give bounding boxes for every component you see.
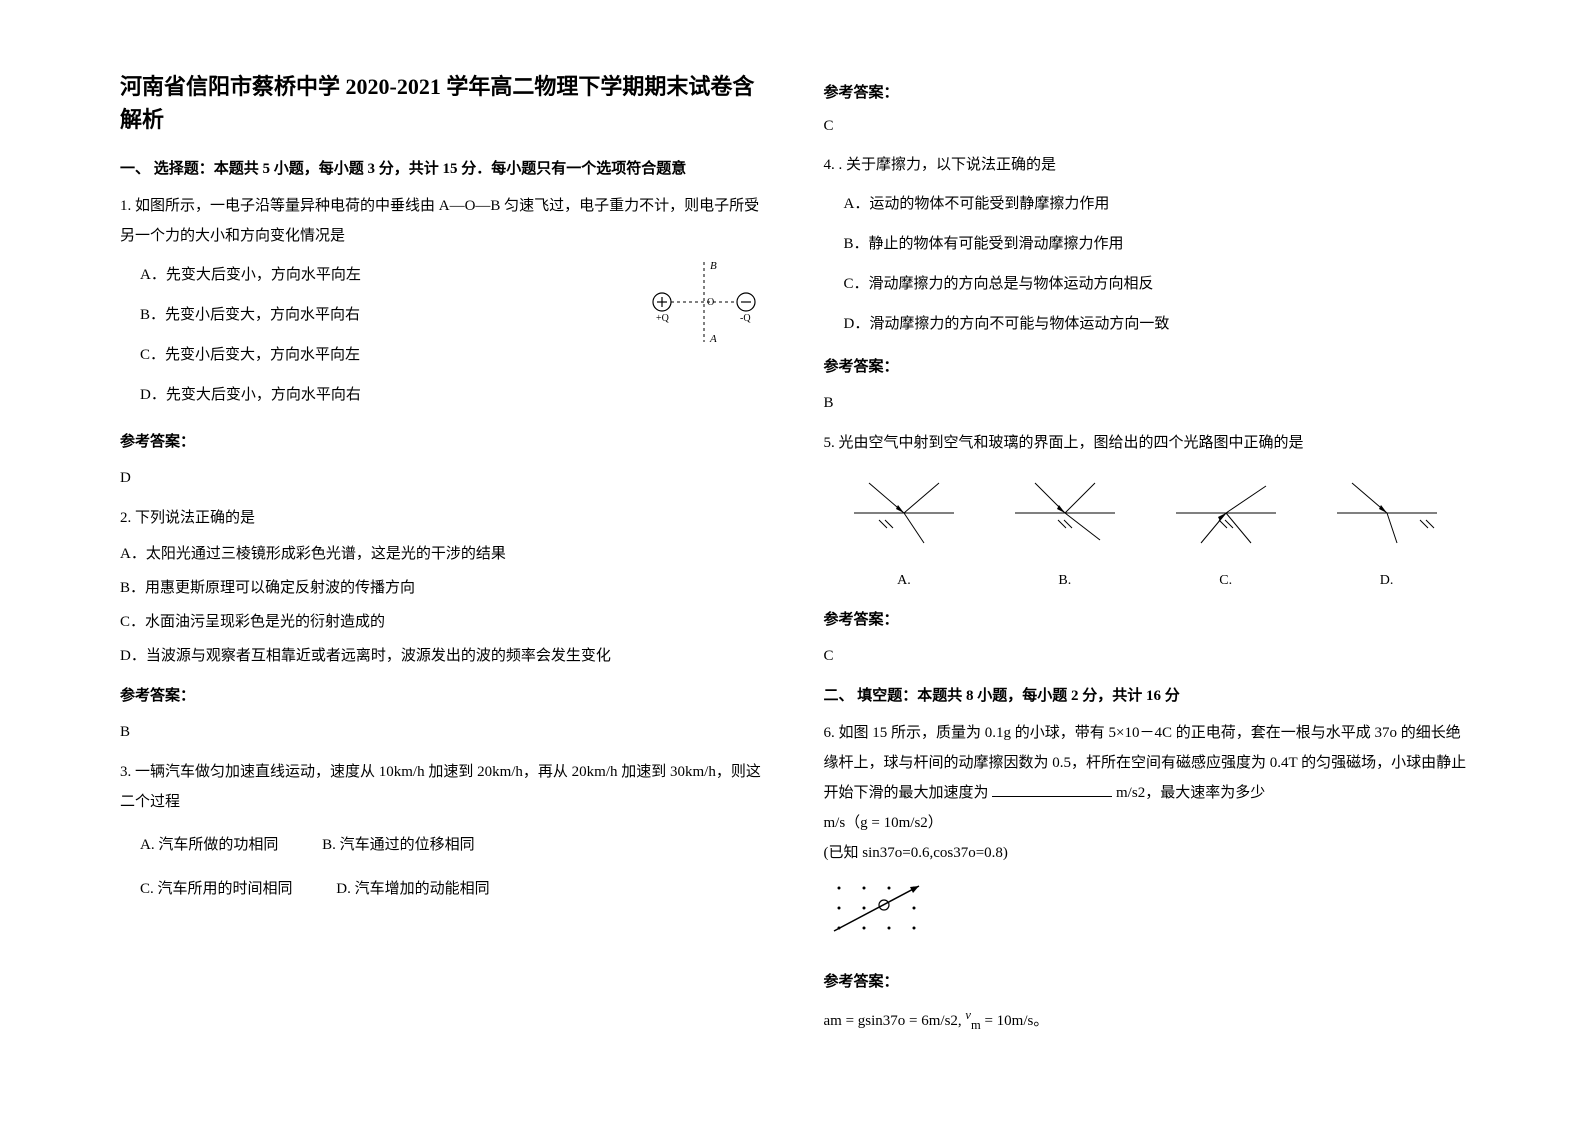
- q3-option-b: B. 汽车通过的位移相同: [322, 827, 475, 863]
- q2-answer: B: [120, 717, 764, 747]
- q5-label-c: C.: [1145, 567, 1306, 595]
- question-5: 5. 光由空气中射到空气和玻璃的界面上，图给出的四个光路图中正确的是 A.: [824, 428, 1468, 671]
- q3-option-d: D. 汽车增加的动能相同: [336, 871, 489, 907]
- exam-title: 河南省信阳市蔡桥中学 2020-2021 学年高二物理下学期期末试卷含解析: [120, 70, 764, 136]
- q1-answer-label: 参考答案：: [120, 427, 764, 457]
- q4-option-a: A．运动的物体不可能受到静摩擦力作用: [844, 186, 1468, 222]
- q6-blank-1: [992, 782, 1112, 797]
- svg-text:B: B: [710, 260, 717, 272]
- q6-text-2: m/s2，最大速率为多少: [1116, 785, 1265, 801]
- q1-text: 1. 如图所示，一电子沿等量异种电荷的中垂线由 A—O—B 匀速飞过，电子重力不…: [120, 191, 764, 251]
- q2-options: A．太阳光通过三棱镜形成彩色光谱，这是光的干涉的结果 B．用惠更斯原理可以确定反…: [120, 539, 764, 671]
- q3-text: 3. 一辆汽车做匀加速直线运动，速度从 10km/h 加速到 20km/h，再从…: [120, 757, 764, 817]
- q3-options: A. 汽车所做的功相同 B. 汽车通过的位移相同 C. 汽车所用的时间相同 D.…: [140, 823, 764, 911]
- question-6: 6. 如图 15 所示，质量为 0.1g 的小球，带有 5×10－4C 的正电荷…: [824, 718, 1468, 1038]
- q4-option-b: B．静止的物体有可能受到滑动摩擦力作用: [844, 226, 1468, 262]
- q5-label-a: A.: [824, 567, 985, 595]
- q5-diagram-c: C.: [1145, 478, 1306, 595]
- q1-diagram: B O A +Q -Q: [644, 257, 764, 358]
- q3-option-a: A. 汽车所做的功相同: [140, 827, 278, 863]
- question-4: 4. . 关于摩擦力，以下说法正确的是 A．运动的物体不可能受到静摩擦力作用 B…: [824, 150, 1468, 418]
- q4-option-c: C．滑动摩擦力的方向总是与物体运动方向相反: [844, 266, 1468, 302]
- q6-answer: am = gsin37o = 6m/s2, vm = 10m/s。: [824, 1003, 1468, 1038]
- q1-option-d: D．先变大后变小，方向水平向右: [140, 377, 764, 413]
- q2-option-b: B．用惠更斯原理可以确定反射波的传播方向: [120, 573, 764, 603]
- q5-label-b: B.: [984, 567, 1145, 595]
- right-column: 参考答案： C 4. . 关于摩擦力，以下说法正确的是 A．运动的物体不可能受到…: [794, 70, 1488, 1082]
- q4-option-d: D．滑动摩擦力的方向不可能与物体运动方向一致: [844, 306, 1468, 342]
- q4-answer-label: 参考答案：: [824, 352, 1468, 382]
- q5-answer: C: [824, 641, 1468, 671]
- q6-diagram: [824, 876, 1468, 957]
- question-3: 3. 一辆汽车做匀加速直线运动，速度从 10km/h 加速到 20km/h，再从…: [120, 757, 764, 911]
- q3-answer: C: [824, 113, 1468, 140]
- q5-answer-label: 参考答案：: [824, 605, 1468, 635]
- q5-diagrams: A. B.: [824, 478, 1468, 595]
- section1-title: 一、 选择题：本题共 5 小题，每小题 3 分，共计 15 分．每小题只有一个选…: [120, 156, 764, 183]
- svg-text:A: A: [709, 333, 717, 345]
- q2-text: 2. 下列说法正确的是: [120, 503, 764, 533]
- q6-text-3: m/s（g = 10m/s2）: [824, 815, 943, 831]
- section2-title: 二、 填空题：本题共 8 小题，每小题 2 分，共计 16 分: [824, 683, 1468, 710]
- q6-answer-label: 参考答案：: [824, 967, 1468, 997]
- q3-answer-label: 参考答案：: [824, 80, 1468, 107]
- q4-text: 4. . 关于摩擦力，以下说法正确的是: [824, 150, 1468, 180]
- q5-diagram-d: D.: [1306, 478, 1467, 595]
- q4-answer: B: [824, 388, 1468, 418]
- left-column: 河南省信阳市蔡桥中学 2020-2021 学年高二物理下学期期末试卷含解析 一、…: [100, 70, 794, 1082]
- q6-text-4: (已知 sin37o=0.6,cos37o=0.8): [824, 838, 1468, 868]
- q2-option-c: C．水面油污呈现彩色是光的衍射造成的: [120, 607, 764, 637]
- q2-answer-label: 参考答案：: [120, 681, 764, 711]
- q2-option-a: A．太阳光通过三棱镜形成彩色光谱，这是光的干涉的结果: [120, 539, 764, 569]
- q2-option-d: D．当波源与观察者互相靠近或者远离时，波源发出的波的频率会发生变化: [120, 641, 764, 671]
- q4-options: A．运动的物体不可能受到静摩擦力作用 B．静止的物体有可能受到滑动摩擦力作用 C…: [844, 186, 1468, 342]
- q3-option-c: C. 汽车所用的时间相同: [140, 871, 293, 907]
- svg-text:-Q: -Q: [740, 313, 751, 324]
- question-2: 2. 下列说法正确的是 A．太阳光通过三棱镜形成彩色光谱，这是光的干涉的结果 B…: [120, 503, 764, 747]
- q5-text: 5. 光由空气中射到空气和玻璃的界面上，图给出的四个光路图中正确的是: [824, 428, 1468, 458]
- q1-answer: D: [120, 463, 764, 493]
- q5-label-d: D.: [1306, 567, 1467, 595]
- q5-diagram-b: B.: [984, 478, 1145, 595]
- svg-text:+Q: +Q: [656, 313, 670, 324]
- q6-text: 6. 如图 15 所示，质量为 0.1g 的小球，带有 5×10－4C 的正电荷…: [824, 718, 1468, 838]
- q5-diagram-a: A.: [824, 478, 985, 595]
- question-1: 1. 如图所示，一电子沿等量异种电荷的中垂线由 A—O—B 匀速飞过，电子重力不…: [120, 191, 764, 493]
